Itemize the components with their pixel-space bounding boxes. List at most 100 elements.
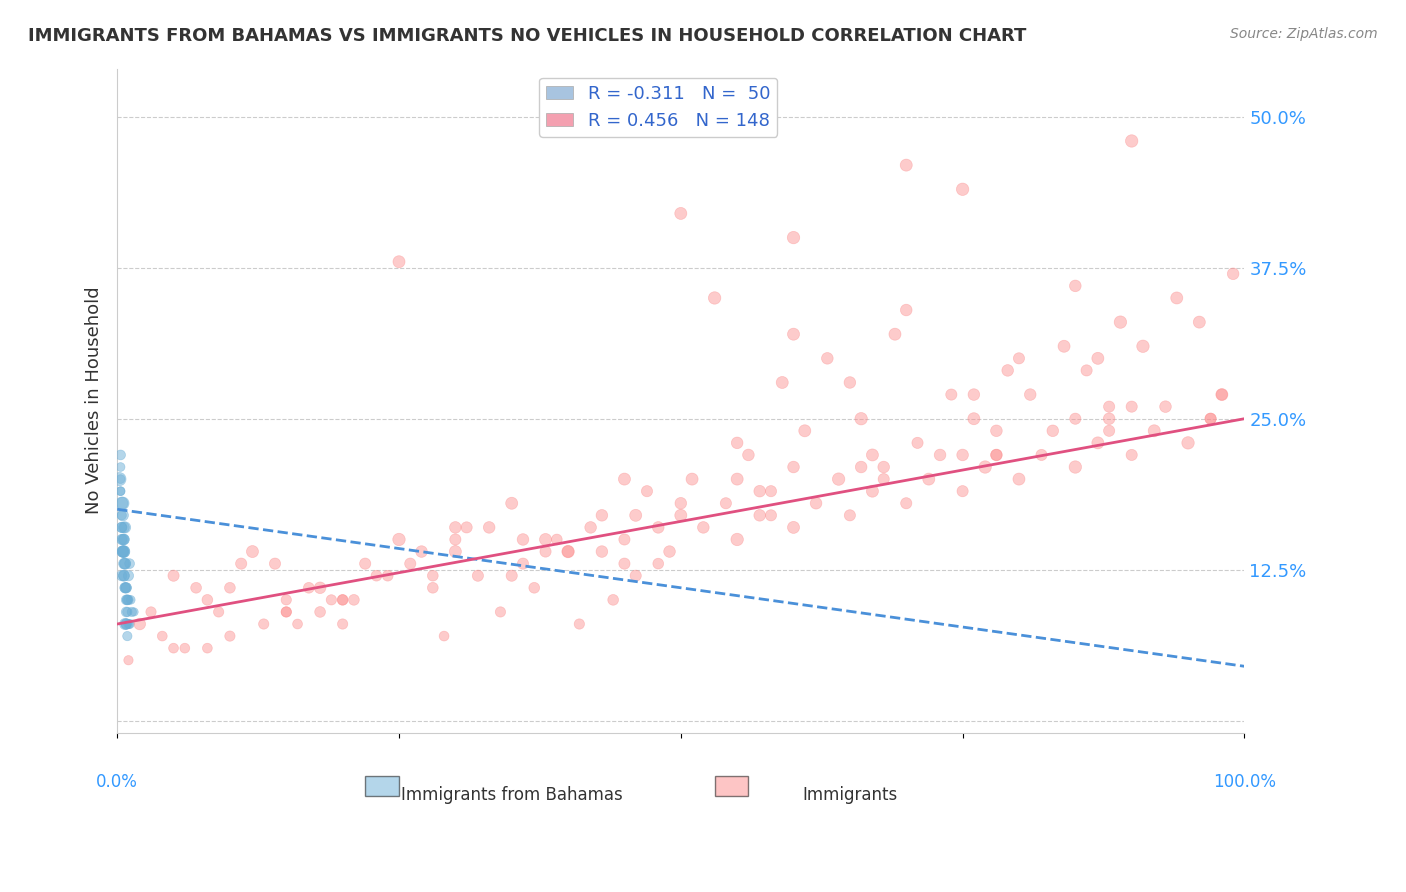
Point [111,544,134,558]
Point [647,557,669,571]
Point [219,629,242,643]
Point [963,411,986,425]
Point [422,581,444,595]
Point [591,544,613,558]
Point [115,592,138,607]
Point [613,557,636,571]
Point [725,472,748,486]
Point [110,460,132,475]
Point [1064,460,1087,475]
Point [112,544,135,558]
Point [1087,351,1109,366]
Point [1154,400,1177,414]
Point [117,592,139,607]
Point [253,617,276,632]
Point [115,581,138,595]
Point [162,568,184,582]
Point [827,472,849,486]
Point [117,653,139,667]
Point [986,448,1008,462]
Point [332,592,354,607]
Point [770,376,793,390]
Point [849,460,872,475]
Point [366,568,388,582]
Point [804,496,827,510]
Point [208,605,231,619]
Point [501,568,523,582]
Point [112,557,135,571]
Point [896,303,918,318]
Point [195,592,218,607]
Point [534,533,557,547]
Point [173,641,195,656]
Point [1008,351,1031,366]
Point [321,592,343,607]
Text: 0.0%: 0.0% [96,772,138,790]
Point [759,508,782,523]
Point [111,508,134,523]
Point [111,544,134,558]
Point [1031,448,1053,462]
Point [111,508,134,523]
Point [112,520,135,534]
Point [860,448,883,462]
Point [112,533,135,547]
Point [658,544,681,558]
Point [997,363,1019,377]
Point [444,544,467,558]
Point [782,460,804,475]
Point [1098,424,1121,438]
Point [748,484,770,499]
Point [782,327,804,342]
Point [501,496,523,510]
Point [117,617,139,632]
Point [388,254,411,268]
Point [195,641,218,656]
Point [557,544,579,558]
Point [467,568,489,582]
Point [884,327,907,342]
Point [579,520,602,534]
Point [1222,267,1244,281]
Point [737,448,759,462]
Point [1019,387,1042,401]
Point [725,533,748,547]
Point [725,435,748,450]
Point [111,520,134,534]
Point [115,617,138,632]
Point [411,544,433,558]
Point [117,592,139,607]
Point [974,460,997,475]
Point [354,557,377,571]
Legend: R = -0.311   N =  50, R = 0.456   N = 148: R = -0.311 N = 50, R = 0.456 N = 148 [538,78,778,137]
Text: Immigrants: Immigrants [803,786,897,804]
Point [534,544,557,558]
Point [114,581,136,595]
Point [896,158,918,172]
Text: IMMIGRANTS FROM BAHAMAS VS IMMIGRANTS NO VEHICLES IN HOUSEHOLD CORRELATION CHART: IMMIGRANTS FROM BAHAMAS VS IMMIGRANTS NO… [28,27,1026,45]
Point [669,508,692,523]
Point [114,557,136,571]
Point [624,568,647,582]
Point [298,581,321,595]
Point [108,472,131,486]
Point [849,411,872,425]
Point [793,424,815,438]
Point [115,605,138,619]
Point [1053,339,1076,353]
Point [613,472,636,486]
Point [636,484,658,499]
Point [1166,291,1188,305]
Point [986,448,1008,462]
Point [332,592,354,607]
Point [120,592,142,607]
Point [546,533,568,547]
Point [512,557,534,571]
Point [117,568,139,582]
Point [422,568,444,582]
Text: Source: ZipAtlas.com: Source: ZipAtlas.com [1230,27,1378,41]
Point [117,592,139,607]
Point [963,387,986,401]
Point [692,520,714,534]
Point [117,605,139,619]
